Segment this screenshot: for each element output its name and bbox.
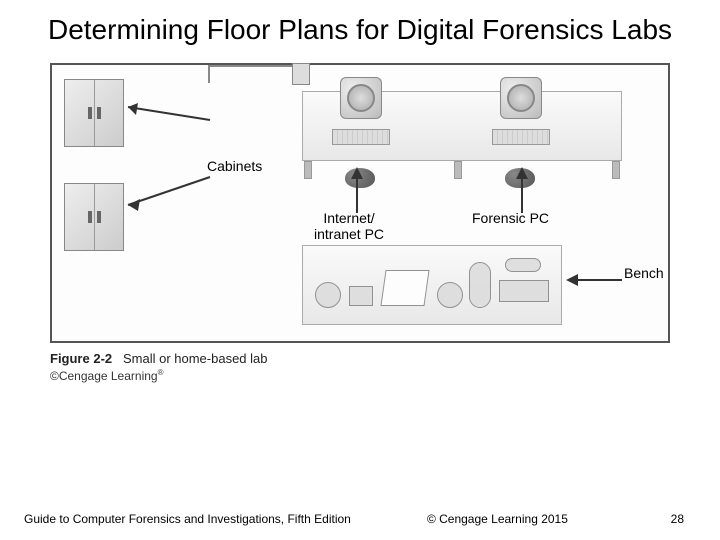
- arrow-icon: [342, 165, 372, 215]
- arrow-icon: [122, 175, 212, 215]
- cabinet-icon: [64, 79, 124, 147]
- cabinet-icon: [64, 183, 124, 251]
- figure-number: Figure 2-2: [50, 351, 112, 366]
- forensic-pc-label: Forensic PC: [472, 210, 549, 226]
- keyboard-icon: [492, 129, 550, 145]
- ceiling-pipe: [208, 65, 298, 67]
- bench-label: Bench: [624, 265, 664, 281]
- arrow-icon: [122, 95, 212, 125]
- figure-caption-text: Small or home-based lab: [123, 351, 268, 366]
- figure-caption: Figure 2-2 Small or home-based lab: [50, 351, 670, 366]
- figure-area: Cabinets Internet/ intranet PC Forensic …: [50, 63, 670, 343]
- bench-icon: [302, 245, 562, 325]
- ceiling-drop: [208, 65, 210, 83]
- internet-pc-label: Internet/ intranet PC: [314, 210, 384, 242]
- arrow-icon: [507, 165, 537, 215]
- arrow-icon: [564, 270, 624, 290]
- monitor-icon: [340, 77, 382, 119]
- bench-tools-icon: [309, 252, 555, 318]
- footer-left: Guide to Computer Forensics and Investig…: [24, 512, 351, 526]
- lab-room: Cabinets Internet/ intranet PC Forensic …: [50, 63, 670, 343]
- keyboard-icon: [332, 129, 390, 145]
- page-number: 28: [644, 512, 684, 526]
- brand-line: ©Cengage Learning®: [50, 368, 670, 383]
- cabinets-label: Cabinets: [207, 158, 262, 174]
- slide-title: Determining Floor Plans for Digital Fore…: [0, 0, 720, 55]
- footer: Guide to Computer Forensics and Investig…: [0, 512, 720, 526]
- monitor-icon: [500, 77, 542, 119]
- footer-center: © Cengage Learning 2015: [351, 512, 644, 526]
